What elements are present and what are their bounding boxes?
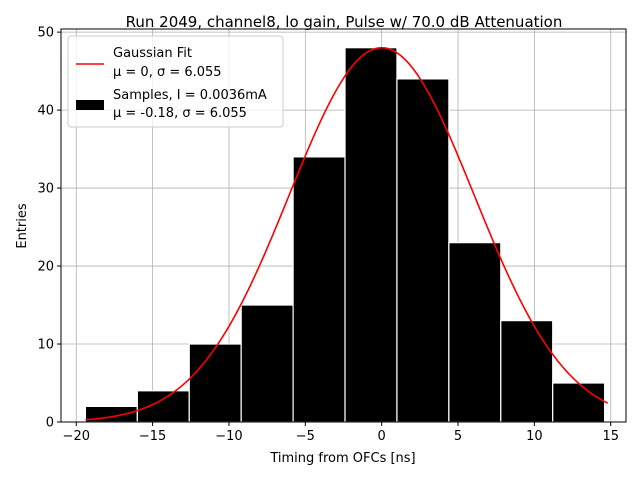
histogram-bar xyxy=(500,320,554,423)
x-tick-label: −20 xyxy=(63,429,90,444)
histogram-bar xyxy=(396,78,450,423)
legend-fit-label: Gaussian Fit xyxy=(113,46,192,61)
x-tick-label: −10 xyxy=(215,429,242,444)
x-tick-label: −15 xyxy=(139,429,166,444)
histogram-bar xyxy=(292,156,346,423)
histogram-bar xyxy=(188,343,242,423)
y-tick-label: 40 xyxy=(37,104,54,119)
legend-samples-params: μ = -0.18, σ = 6.055 xyxy=(113,106,247,121)
legend-samples-swatch xyxy=(76,100,104,110)
plot-frame xyxy=(60,28,627,423)
legend-box xyxy=(67,35,284,128)
x-tick-label: 10 xyxy=(526,429,543,444)
legend-samples-label: Samples, I = 0.0036mA xyxy=(113,88,267,103)
legend: Gaussian Fit μ = 0, σ = 6.055 Samples, I… xyxy=(67,35,284,128)
histogram-bar xyxy=(136,390,190,423)
y-tick-label: 10 xyxy=(37,338,54,353)
histogram-bar xyxy=(240,304,294,423)
y-tick-label: 50 xyxy=(37,26,54,41)
y-tick-label: 30 xyxy=(37,182,54,197)
histogram-bars xyxy=(84,47,606,423)
histogram-bar xyxy=(344,47,398,423)
gaussian-fit-curve xyxy=(85,46,609,421)
y-axis-ticks: 0 10 20 30 40 50 xyxy=(37,26,61,431)
y-tick-label: 20 xyxy=(37,260,54,275)
x-tick-label: 0 xyxy=(378,429,386,444)
legend-fit-params: μ = 0, σ = 6.055 xyxy=(113,65,222,80)
histogram-bar xyxy=(552,382,606,423)
histogram-bar xyxy=(448,242,502,423)
x-tick-label: −5 xyxy=(296,429,315,444)
x-axis-label: Timing from OFCs [ns] xyxy=(269,451,415,466)
x-tick-label: 5 xyxy=(454,429,462,444)
y-axis-label: Entries xyxy=(15,203,30,249)
chart-title: Run 2049, channel8, lo gain, Pulse w/ 70… xyxy=(126,13,563,31)
x-tick-label: 15 xyxy=(602,429,619,444)
y-tick-label: 0 xyxy=(46,416,54,431)
x-axis-ticks: −20 −15 −10 −5 0 5 10 15 xyxy=(63,422,619,444)
